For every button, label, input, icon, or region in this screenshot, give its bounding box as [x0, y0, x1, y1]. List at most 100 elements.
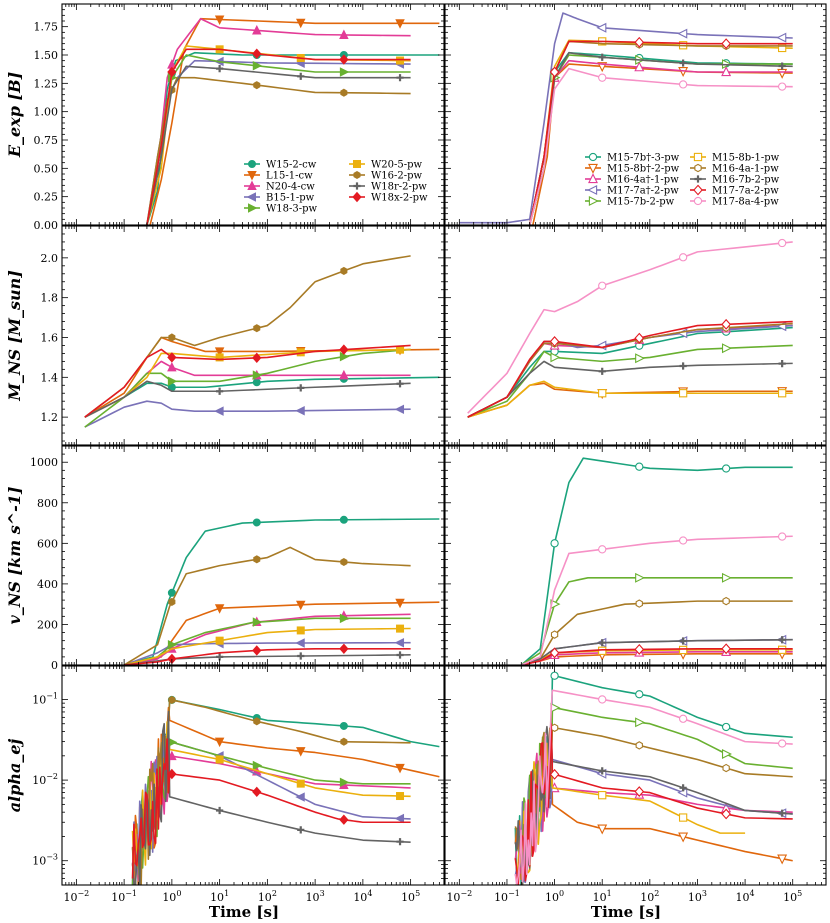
x-axis [444, 446, 827, 665]
marker-W15-2-cw [339, 721, 348, 730]
series-group [123, 515, 440, 665]
y-tick-label: 1.4 [41, 371, 59, 384]
series-line-W20-5-pw [131, 721, 411, 885]
legend-marker [693, 184, 703, 196]
legend-marker [247, 159, 256, 168]
marker-M17-8a-4-pw [598, 73, 607, 82]
marker-W15-2-cw [167, 588, 176, 597]
y-tick-label: 1.6 [41, 331, 59, 344]
x-axis [61, 446, 445, 665]
marker-M16-4a†-1-pw [634, 61, 645, 72]
y-axis: 0.00 0.25 0.50 0.75 1.00 1.25 1.50 1.75 E_exp [B… [5, 3, 444, 232]
series-line-M15-8b†-2-pw [514, 734, 793, 881]
y-tick-label: 10−2 [32, 772, 58, 787]
marker-W15-2-cw [339, 515, 348, 524]
marker-B15-1-pw [394, 813, 405, 824]
marker-W18r-2-pw [216, 65, 224, 73]
series-line-M16-7b-2-pw [514, 725, 793, 885]
marker-M17-8a-4-pw [777, 238, 787, 248]
series-group [459, 12, 793, 225]
marker-M17-7a-2-pw [721, 643, 731, 655]
marker-W18x-2-pw [339, 643, 349, 654]
series-line-W16-2-pw [123, 546, 411, 665]
marker-L15-1-cw [296, 18, 306, 29]
series-group [520, 457, 793, 665]
marker-M17-8a-4-pw [678, 536, 688, 545]
legend-marker [588, 196, 599, 206]
legend-item: M15-8b†-2-pw [585, 164, 680, 175]
legend-item: M15-8b-1-pw [690, 153, 780, 164]
plot-frame [61, 665, 445, 886]
series-line-M17-7a†-2-pw [514, 747, 793, 885]
marker-M17-7a-2-pw [634, 786, 645, 797]
y-axis-title: v_NS [km s^-1] [5, 487, 24, 625]
y-axis: 10−3 10−2 10−1 alpha_ej [5, 674, 444, 886]
legend-marker [694, 175, 702, 183]
series-line-M17-7a†-2-pw [467, 324, 793, 418]
legend-label: M15-8b-1-pw [712, 153, 780, 164]
marker-M17-7a-2-pw [634, 332, 645, 344]
marker-W20-5-pw [215, 755, 224, 764]
legend-label: W16-2-pw [371, 171, 423, 182]
y-axis: 1.2 1.4 1.6 1.8 2.0 M_NS [M_sun] [5, 225, 444, 442]
marker-M16-7b-2-pw [679, 59, 687, 67]
marker-W20-5-pw [396, 624, 405, 633]
marker-M17-7a-2-pw [721, 808, 731, 820]
series-line-M16-4a-1-pw [467, 322, 793, 418]
marker-M17-7a†-2-pw [596, 340, 607, 351]
marker-W18-3-pw [339, 777, 350, 788]
x-tick-label: 101 [210, 889, 229, 904]
series-line-W18x-2-pw [124, 647, 411, 665]
legend-label: M17-7a-2-pw [712, 186, 779, 197]
marker-B15-1-pw [214, 406, 224, 416]
marker-M17-7a-2-pw [634, 643, 645, 655]
series-line-W18r-2-pw [124, 654, 411, 665]
marker-W18-3-pw [252, 617, 263, 627]
marker-M16-4a-1-pw [550, 630, 559, 639]
marker-W18x-2-pw [339, 814, 349, 825]
y-axis [445, 225, 826, 442]
series-line-W18r-2-pw [131, 710, 411, 885]
y-axis [445, 674, 826, 886]
marker-M17-8a-4-pw [678, 80, 688, 89]
legend-marker [353, 170, 361, 180]
series-line-L15-1-cw [84, 336, 440, 418]
marker-M15-7b-2-pw [721, 572, 732, 583]
marker-M15-7b-2-pw [635, 572, 646, 583]
legend-marker [588, 163, 598, 174]
marker-M15-7b†-3-pw [721, 722, 731, 732]
marker-W18r-2-pw [396, 380, 404, 388]
marker-M15-8b†-2-pw [597, 824, 608, 835]
marker-M16-4a-1-pw [550, 723, 559, 733]
marker-M15-8b†-2-pw [777, 854, 788, 865]
marker-M17-7a-2-pw [549, 336, 560, 347]
x-tick-label: 104 [736, 889, 755, 904]
y-tick-label: 10−1 [32, 691, 58, 706]
marker-M15-7b†-3-pw [635, 462, 644, 471]
series-group [146, 15, 440, 225]
marker-W18x-2-pw [167, 66, 177, 78]
x-tick-label: 100 [545, 889, 564, 904]
marker-W18x-2-pw [339, 344, 349, 355]
marker-M15-7b-2-pw [721, 343, 732, 354]
y-tick-label: 10−3 [32, 853, 58, 868]
legend-marker [246, 192, 256, 202]
marker-M15-8b-1-pw [598, 646, 607, 655]
marker-L15-1-cw [395, 598, 405, 609]
legend-label: W18-3-pw [266, 204, 318, 215]
x-axis [444, 226, 827, 445]
panel-grid: 0.00 0.25 0.50 0.75 1.00 1.25 1.50 1.75 E_exp [B… [5, 3, 827, 904]
marker-L15-1-cw [296, 600, 306, 611]
marker-M15-7b†-3-pw [550, 671, 559, 680]
panel-E-left: 0.00 0.25 0.50 0.75 1.00 1.25 1.50 1.75 E_exp [B… [5, 3, 445, 232]
marker-M16-7b-2-pw [778, 636, 786, 644]
marker-W16-2-pw [168, 597, 176, 606]
x-axis: 10−2 10−1 100 101 102 103 104 105 [61, 666, 445, 904]
y-tick-label: 1.8 [41, 292, 59, 305]
marker-W18r-2-pw [297, 826, 305, 834]
y-axis-title: M_NS [M_sun] [5, 270, 24, 402]
marker-W18r-2-pw [396, 74, 404, 82]
x-tick-label: 10−1 [494, 889, 520, 904]
series-line-B15-1-pw [84, 400, 411, 428]
legend-label: W20-5-pw [371, 160, 423, 171]
